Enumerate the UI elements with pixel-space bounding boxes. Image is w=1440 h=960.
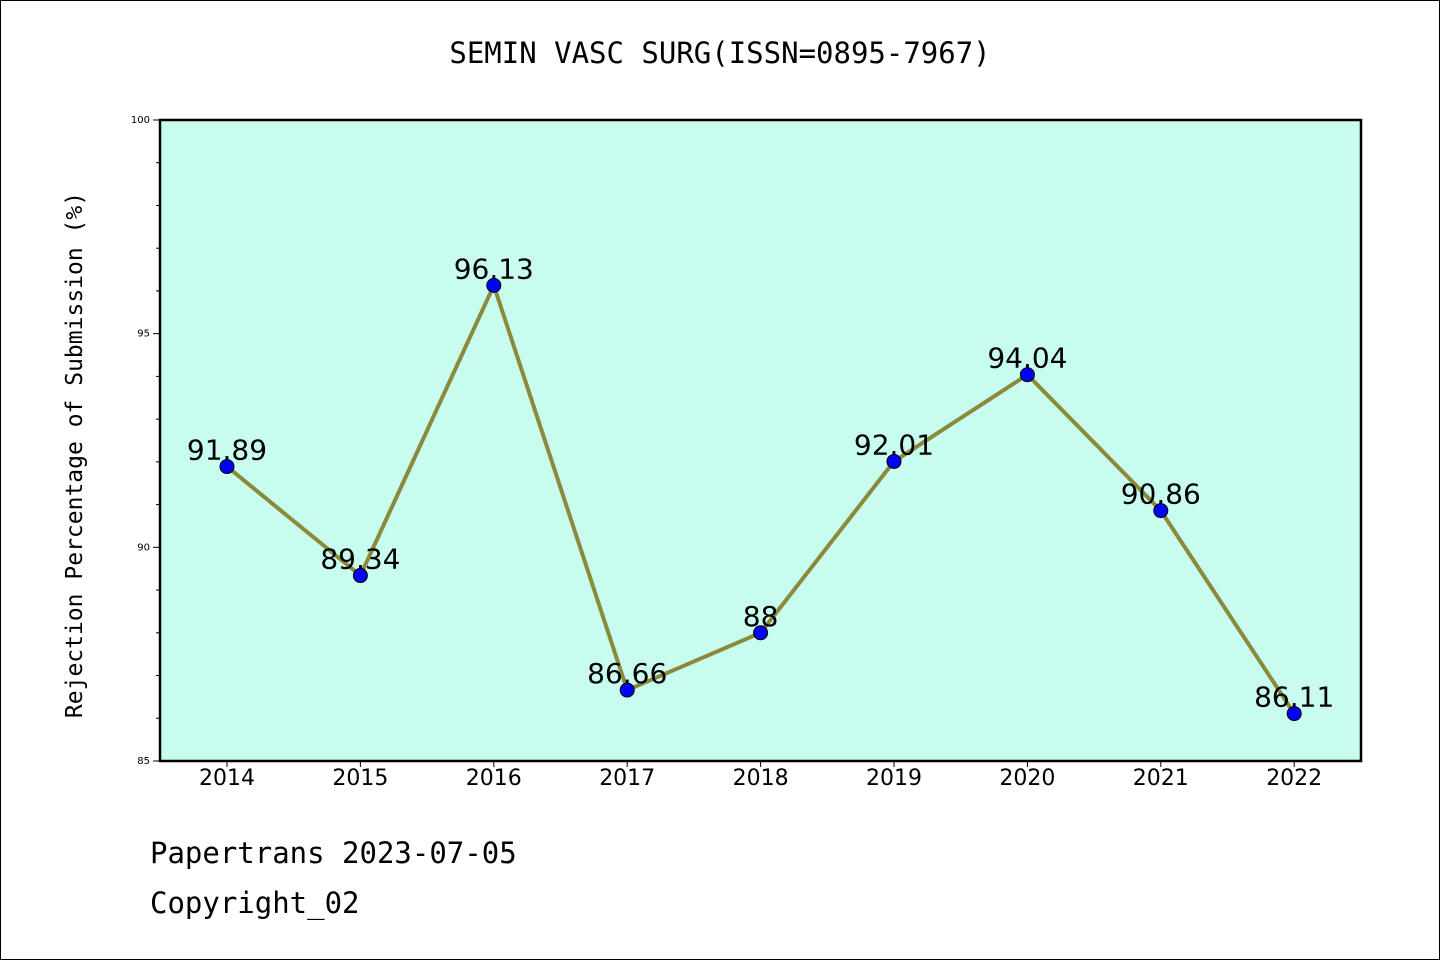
x-tick-label: 2020 (999, 766, 1055, 791)
x-tick-label: 2019 (866, 766, 922, 791)
x-tick-label: 2022 (1266, 766, 1322, 791)
y-tick-label: 100 (131, 115, 150, 126)
data-label: 86.11 (1254, 681, 1334, 714)
data-label: 86.66 (587, 657, 667, 690)
data-point (486, 277, 502, 293)
y-tick-label: 95 (137, 329, 150, 340)
chart-title: SEMIN VASC SURG(ISSN=0895-7967) (449, 36, 991, 70)
data-label: 92.01 (854, 428, 934, 461)
data-label: 88 (743, 600, 779, 633)
footer-copyright: Copyright_02 (150, 886, 360, 920)
x-tick-label: 2014 (199, 766, 255, 791)
data-point (886, 453, 902, 469)
data-label: 89.34 (320, 543, 400, 576)
x-tick-label: 2021 (1133, 766, 1189, 791)
data-label: 91.89 (187, 434, 267, 467)
x-tick-label: 2015 (332, 766, 388, 791)
data-point (1019, 367, 1035, 383)
data-point (219, 459, 235, 475)
data-point (619, 682, 635, 698)
data-point (753, 625, 769, 641)
y-tick-label: 85 (137, 756, 150, 767)
axis-ticks: 85 90 95 100 2014 2015 2016 2017 2018 2019 2020 202… (131, 115, 1322, 791)
x-tick-label: 2018 (733, 766, 789, 791)
x-tick-label: 2016 (466, 766, 522, 791)
x-tick-label: 2017 (599, 766, 655, 791)
data-label: 94.04 (987, 342, 1067, 375)
y-tick-label: 90 (137, 542, 150, 553)
data-labels: 91.89 89.34 96.13 86.66 88 92.01 94.04 90.86 86.… (187, 252, 1334, 713)
data-point (1286, 706, 1302, 722)
data-label: 96.13 (454, 252, 534, 285)
plot-border (158, 118, 1363, 763)
series-markers (219, 277, 1302, 722)
data-label: 90.86 (1121, 478, 1201, 511)
data-point (1153, 503, 1169, 519)
plot-area (160, 120, 1361, 761)
footer-date: Papertrans 2023-07-05 (150, 836, 517, 870)
data-point (352, 568, 368, 584)
